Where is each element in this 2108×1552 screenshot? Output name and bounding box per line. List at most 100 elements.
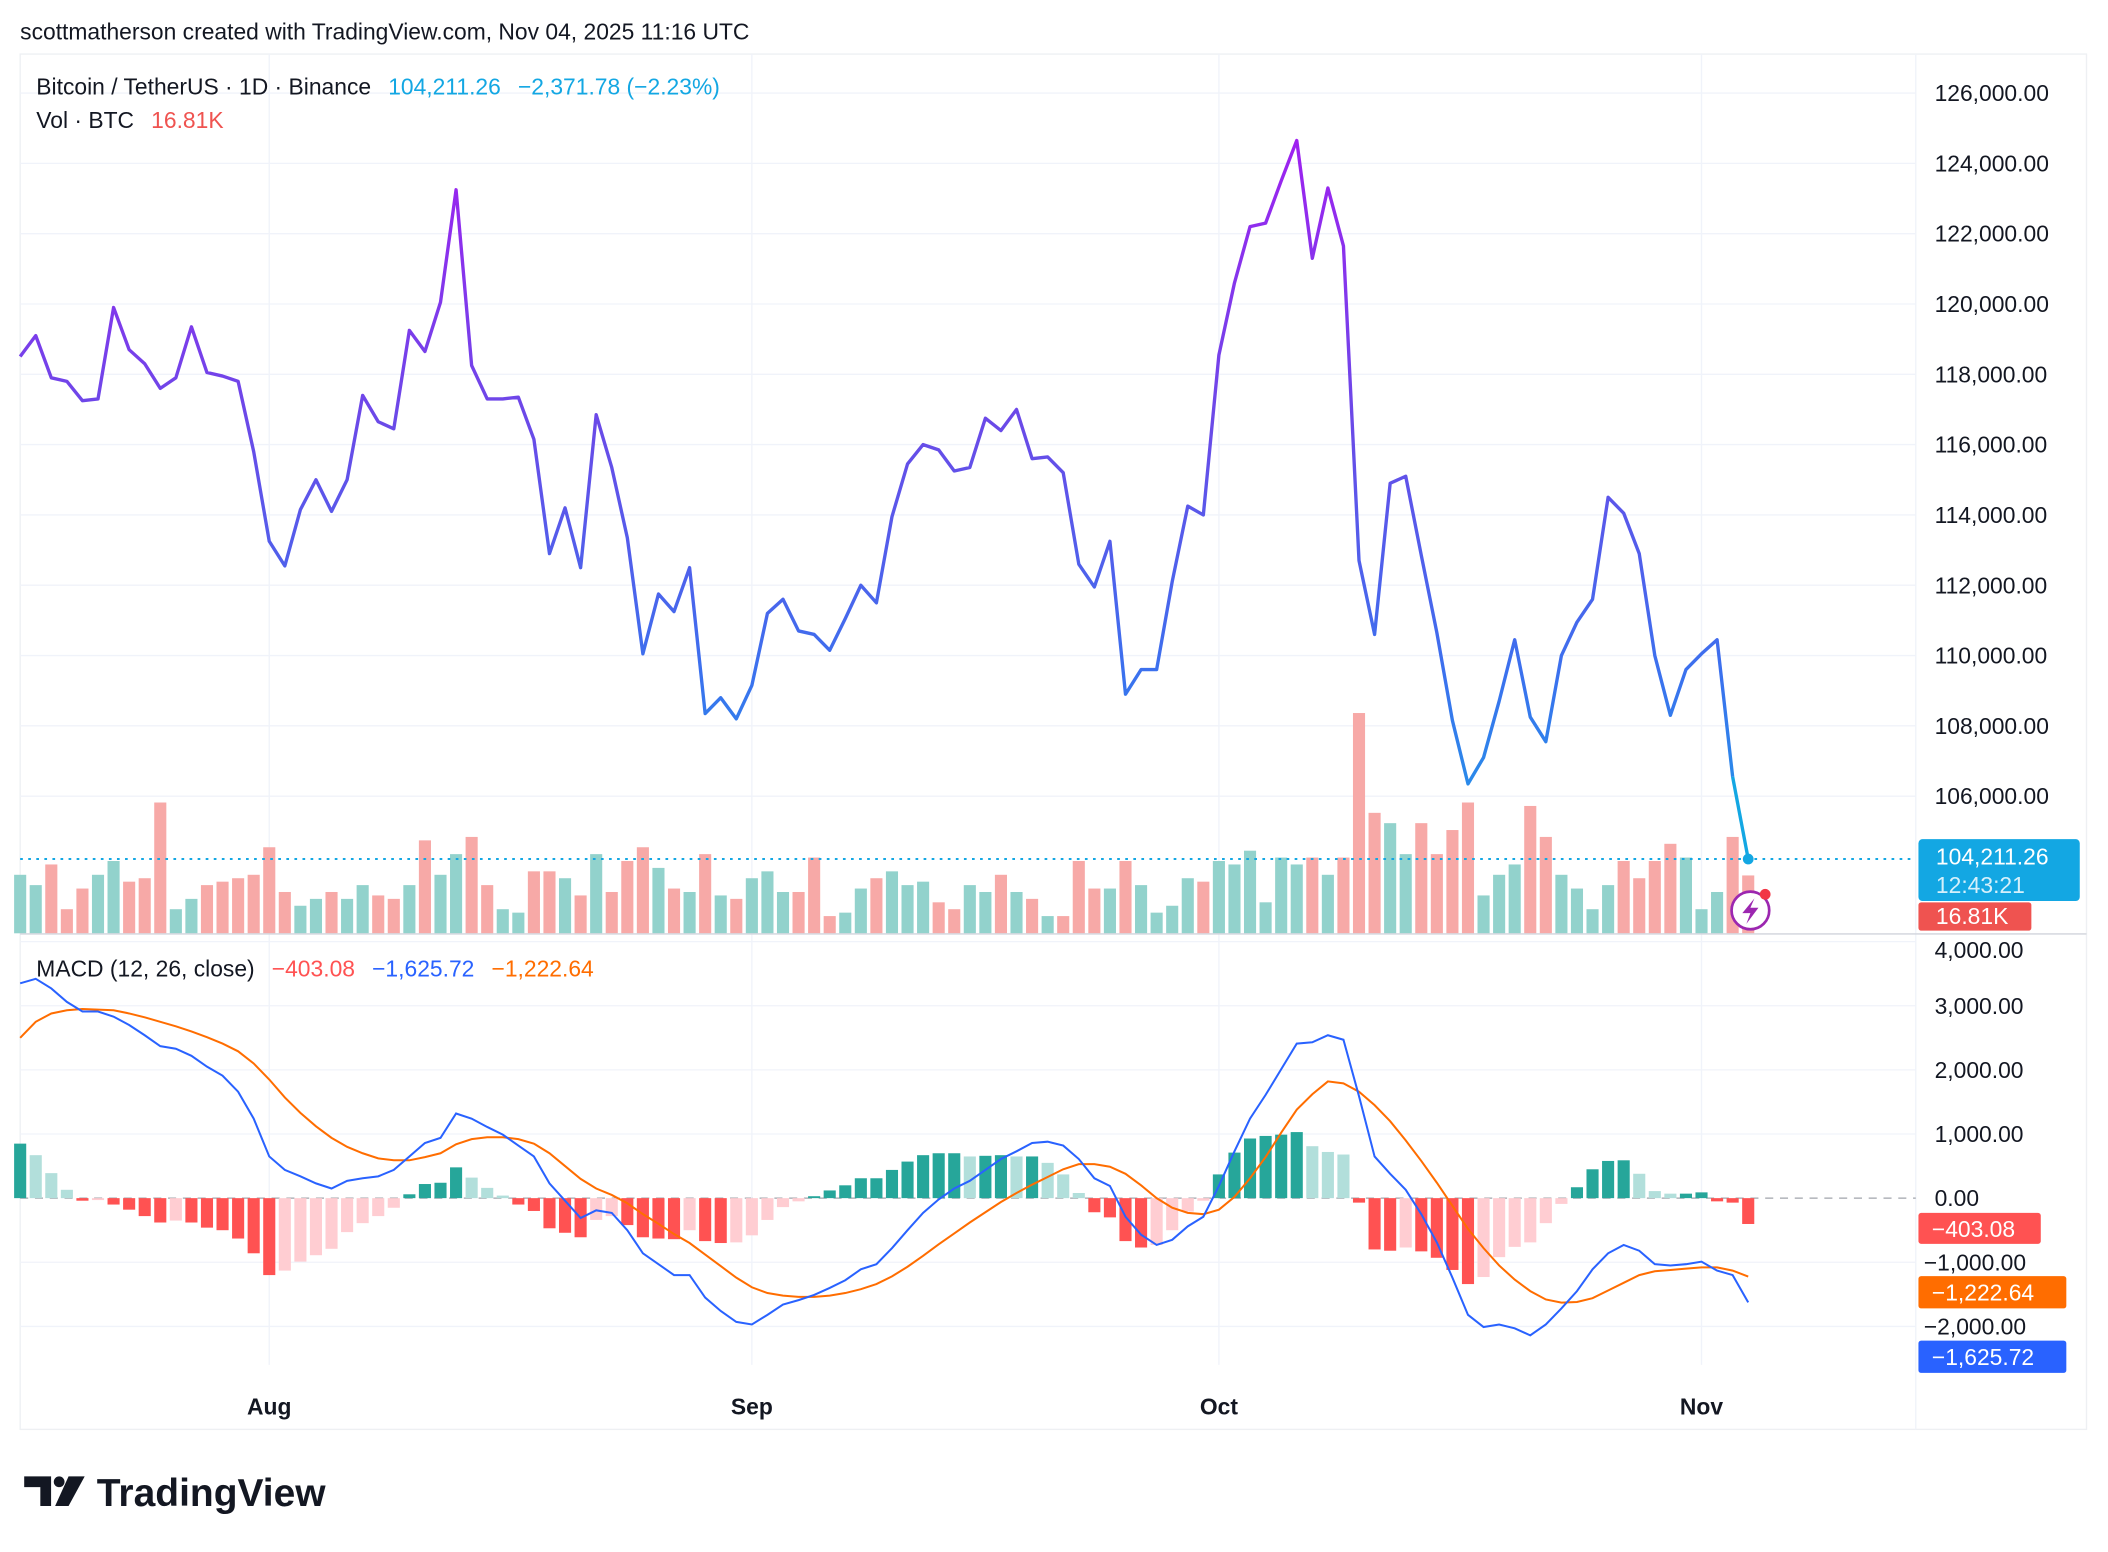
volume-bar	[512, 912, 525, 934]
macd-histogram-bar	[465, 1177, 478, 1199]
macd-histogram-bar	[932, 1153, 945, 1199]
macd-histogram-bar	[1306, 1146, 1319, 1199]
macd-histogram-bar	[885, 1169, 899, 1199]
volume-bar	[652, 867, 665, 934]
macd-histogram-bar	[870, 1178, 883, 1199]
macd-signal-badge: −1,222.64	[1918, 1276, 2067, 1309]
macd-histogram-bar	[1430, 1198, 1443, 1258]
volume-bar	[1010, 891, 1023, 934]
macd-histogram-bar	[1243, 1138, 1257, 1199]
macd-histogram-bar	[652, 1198, 665, 1239]
volume-bar	[1368, 812, 1381, 934]
volume-bar	[636, 847, 649, 934]
volume-bar	[699, 854, 712, 934]
macd-tick-label: 3,000.00	[1935, 993, 2024, 1019]
macd-histogram-bar	[154, 1198, 167, 1223]
price-line-last-segment	[1730, 776, 1750, 860]
macd-tick-label: −2,000.00	[1924, 1313, 2026, 1339]
volume-bar	[1711, 891, 1724, 934]
macd-histogram-bar	[1352, 1198, 1366, 1203]
macd-tick-label: 0.00	[1935, 1185, 1979, 1211]
volume-bar	[1228, 864, 1241, 934]
macd-histogram-bar	[1290, 1132, 1303, 1199]
legend-change: −2,371.78 (−2.23%)	[518, 73, 720, 99]
price-tick-label: 116,000.00	[1935, 432, 2048, 458]
price-tick-label: 118,000.00	[1935, 361, 2048, 387]
price-tick-label: 124,000.00	[1935, 150, 2049, 176]
legend-symbol: Bitcoin / TetherUS · 1D · Binance	[36, 73, 371, 99]
grid	[20, 54, 1916, 1365]
volume-bar	[792, 891, 805, 934]
legend-price: Bitcoin / TetherUS · 1D · Binance 104,21…	[36, 73, 720, 99]
macd-hist-badge-value: −403.08	[1932, 1216, 2015, 1242]
macd-tick-label: 2,000.00	[1935, 1057, 2024, 1083]
macd-histogram-bar	[1321, 1151, 1334, 1199]
time-tick-label: Sep	[731, 1394, 773, 1420]
time-tick-label: Nov	[1680, 1394, 1723, 1420]
macd-histogram-bar	[138, 1198, 151, 1217]
volume-bar	[683, 891, 696, 934]
macd-signal-badge-value: −1,222.64	[1932, 1279, 2035, 1305]
macd-histogram-bar	[1461, 1198, 1475, 1285]
volume-bar	[932, 902, 945, 934]
macd-histogram-bar	[1368, 1198, 1381, 1250]
macd-histogram-bar	[403, 1194, 416, 1199]
macd-histogram-bar	[761, 1198, 774, 1220]
volume-bar	[341, 898, 354, 934]
macd-histogram-bar	[730, 1198, 743, 1243]
macd-histogram-bar	[278, 1198, 291, 1271]
macd-histogram-bar	[1026, 1156, 1039, 1199]
macd-histogram-bar	[1586, 1169, 1599, 1199]
time-tick-label: Aug	[247, 1394, 291, 1420]
macd-histogram-bar	[372, 1198, 385, 1217]
bar-countdown: 12:43:21	[1936, 872, 2025, 898]
tradingview-logo[interactable]: TradingView	[24, 1472, 326, 1515]
volume-bar	[185, 898, 198, 934]
macd-histogram-bar	[45, 1173, 58, 1199]
volume-bar	[1602, 885, 1615, 934]
volume-bar	[605, 891, 618, 934]
macd-histogram-bar	[745, 1198, 758, 1236]
macd-histogram-bar	[1399, 1198, 1412, 1248]
volume-bar	[138, 878, 151, 934]
chart-frame	[19, 53, 2088, 1431]
volume-bar	[979, 891, 992, 934]
volume-bar	[1321, 874, 1334, 934]
volume-bar	[1508, 864, 1521, 934]
legend-last: 104,211.26	[388, 73, 501, 99]
macd-histogram-bar	[1679, 1193, 1692, 1199]
volume-bar	[309, 898, 323, 934]
macd-histogram-bar	[854, 1178, 867, 1199]
legend-macd: MACD (12, 26, close) −403.08 −1,625.72 −…	[36, 955, 594, 981]
volume-bar	[1041, 916, 1054, 934]
macd-histogram-bar	[901, 1161, 914, 1199]
macd-histogram-bar	[91, 1198, 105, 1201]
macd-histogram-bar	[496, 1195, 509, 1199]
volume-bar	[1695, 909, 1708, 934]
macd-histogram-bar	[1726, 1198, 1739, 1203]
macd-histogram-bar	[1555, 1198, 1568, 1204]
volume-bar	[854, 888, 867, 934]
macd-histogram-bar	[232, 1198, 245, 1239]
volume-bar	[1493, 874, 1506, 934]
volume-bar	[496, 909, 509, 934]
volume-bar	[901, 885, 914, 934]
legend-macd-label: MACD (12, 26, close)	[36, 955, 254, 981]
macd-line-badge: −1,625.72	[1918, 1340, 2067, 1373]
volume-bar	[1243, 850, 1257, 934]
volume-bar	[45, 864, 58, 934]
volume-bar	[963, 885, 976, 934]
tradingview-logo-icon	[24, 1476, 85, 1507]
macd-hist-badge: −403.08	[1918, 1212, 2041, 1244]
volume-bar	[14, 874, 27, 934]
lightning-alert-icon[interactable]	[1730, 888, 1771, 931]
macd-histogram-bar	[683, 1198, 696, 1231]
legend-macd-line: −1,625.72	[372, 955, 474, 981]
macd-histogram-bar	[776, 1198, 790, 1208]
legend-volume: Vol · BTC 16.81K	[36, 107, 223, 133]
volume-bar	[1088, 888, 1101, 934]
price-tick-label: 108,000.00	[1935, 713, 2049, 739]
macd-histogram-bar	[1477, 1198, 1490, 1278]
volume-bar	[667, 888, 681, 934]
macd-histogram-bar	[1524, 1198, 1537, 1243]
